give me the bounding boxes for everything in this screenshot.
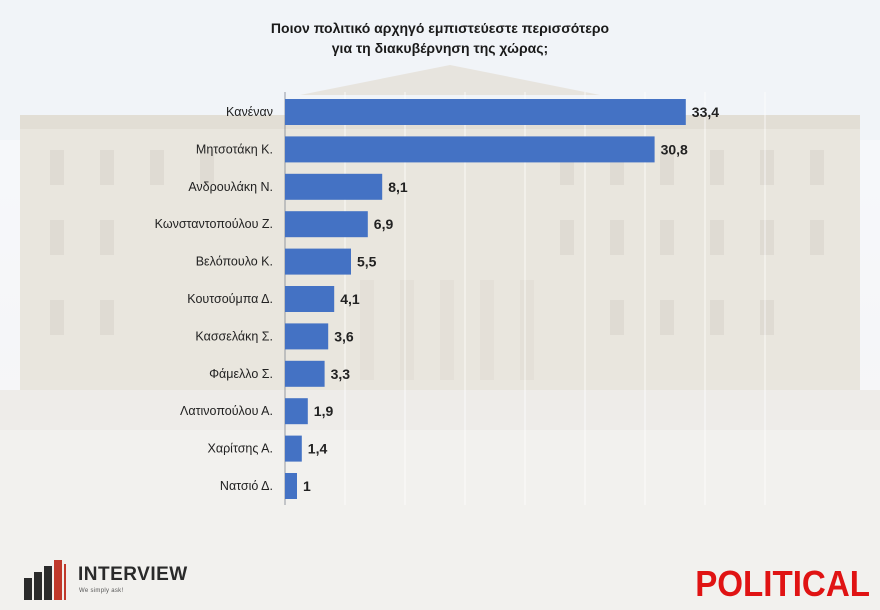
value-label: 1,9 [314, 403, 334, 419]
category-label: Μητσοτάκη Κ. [196, 142, 273, 156]
chart-title-line-2: για τη διακυβέρνηση της χώρας; [331, 40, 549, 56]
bar [285, 286, 335, 312]
bar [285, 398, 308, 425]
category-label: Κωνσταντοπούλου Ζ. [155, 217, 273, 231]
category-label: Νατσιό Δ. [220, 479, 273, 493]
bar [285, 99, 686, 125]
value-label: 6,9 [374, 216, 394, 232]
value-label: 5,5 [357, 254, 377, 270]
value-label: 1,4 [308, 441, 328, 457]
value-label: 4,1 [340, 291, 360, 307]
category-label: Ανδρουλάκη Ν. [188, 180, 273, 194]
bar [285, 323, 329, 350]
interview-logo-tagline: We simply ask! [79, 588, 124, 594]
bar [285, 211, 368, 238]
bar [285, 360, 325, 387]
value-label: 33,4 [692, 104, 719, 120]
bar [285, 435, 302, 462]
interview-logo-mark-icon [24, 560, 66, 600]
category-label: Φάμελλο Σ. [209, 367, 273, 381]
category-label: Λατινοπούλου Α. [180, 404, 273, 418]
interview-logo-text: INTERVIEW [78, 564, 188, 585]
bar [285, 136, 655, 163]
value-label: 3,6 [334, 328, 354, 344]
value-label: 3,3 [331, 366, 351, 382]
category-label: Χαρίτσης Α. [208, 442, 274, 456]
category-label: Κασσελάκη Σ. [195, 329, 273, 343]
chart-title: Ποιον πολιτικό αρχηγό εμπιστεύεστε περισ… [150, 18, 730, 58]
bar [285, 173, 383, 200]
bars [285, 99, 686, 499]
category-label: Κουτσούμπα Δ. [187, 292, 273, 306]
interview-logo: INTERVIEW We simply ask! [22, 560, 222, 604]
category-label: Βελόπουλο Κ. [196, 255, 273, 269]
labels: Κανέναν 33,4 Μητσοτάκη Κ. 30,8 Ανδρουλάκη Ν.… [155, 104, 720, 494]
chart-title-line-1: Ποιον πολιτικό αρχηγό εμπιστεύεστε περισ… [270, 20, 610, 36]
value-label: 8,1 [388, 179, 408, 195]
bar [285, 473, 297, 499]
bar [285, 248, 351, 275]
category-label: Κανέναν [226, 105, 273, 119]
value-label: 30,8 [661, 141, 688, 157]
value-label: 1 [303, 478, 311, 494]
political-logo: POLITICAL [695, 563, 870, 604]
